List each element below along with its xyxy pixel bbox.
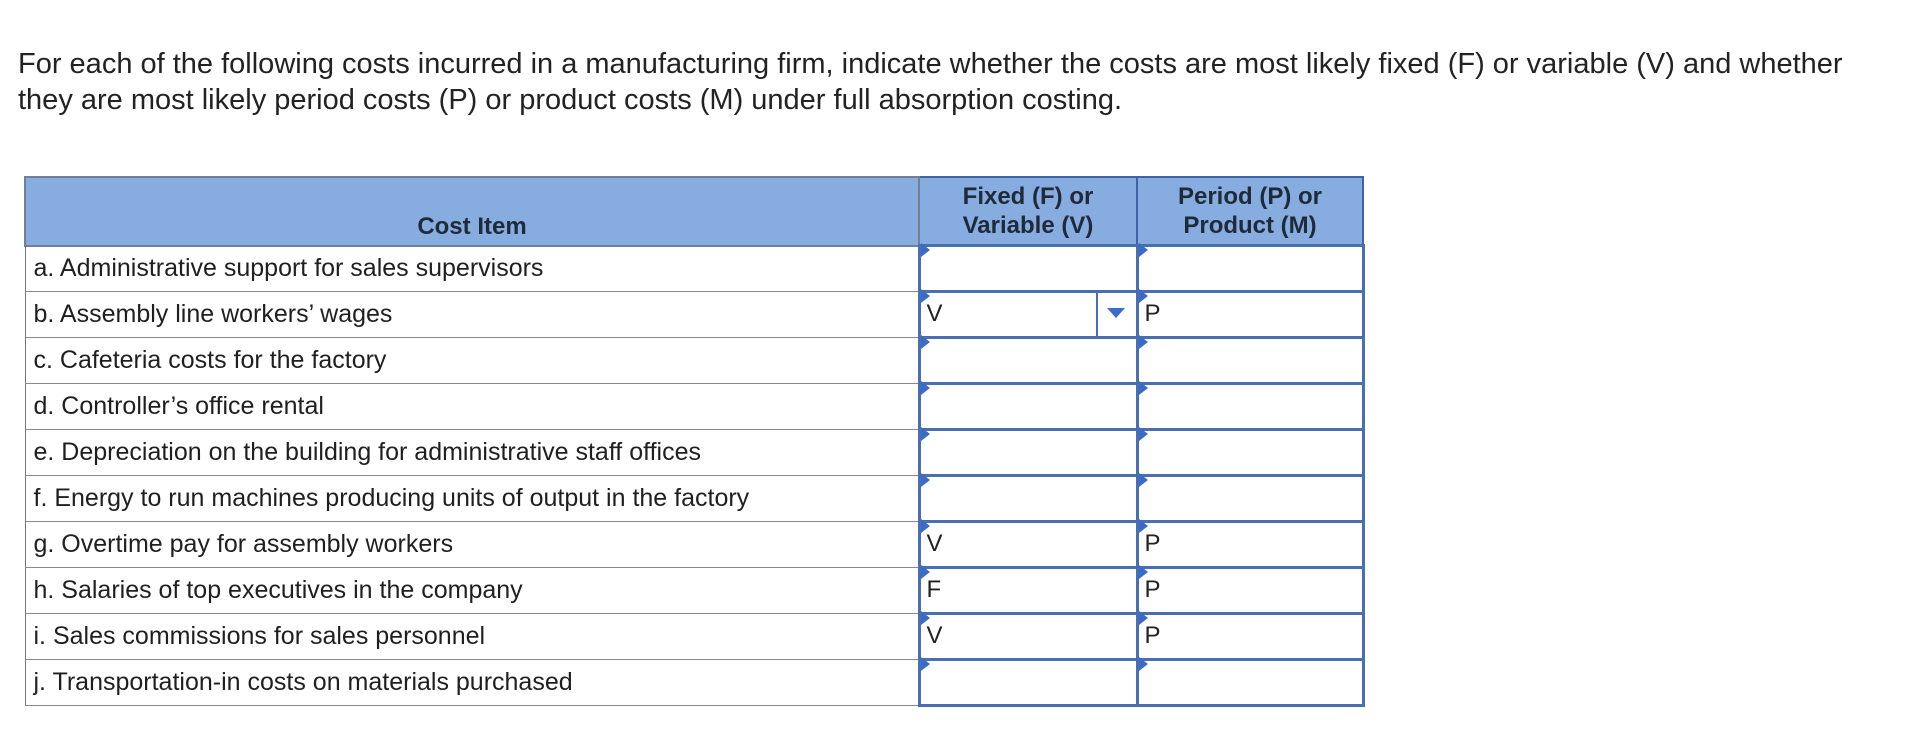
period-product-select[interactable]: P [1135,611,1365,661]
input-flag-icon [920,611,930,625]
input-flag-icon [1138,243,1148,257]
table-row: a. Administrative support for sales supe… [24,243,1365,293]
table-row: b. Assembly line workers’ wages V P [24,289,1365,339]
fixed-variable-header-line2: Variable (V) [962,212,1094,239]
select-value: P [1144,530,1161,557]
period-product-header: Period (P) or Product (M) [1136,176,1364,247]
cost-item-label: f. Energy to run machines producing unit… [24,475,920,522]
period-product-select[interactable]: P [1135,289,1365,339]
input-flag-icon [1138,473,1148,487]
period-product-select[interactable] [1135,473,1365,523]
period-product-select[interactable] [1135,335,1365,385]
select-value: P [1144,576,1161,603]
select-value: P [1144,300,1161,327]
table-row: d. Controller’s office rental [24,381,1365,431]
input-flag-icon [920,657,930,671]
fixed-variable-header-line1: Fixed (F) or [962,183,1094,210]
input-flag-icon [1138,565,1148,579]
dropdown-button[interactable] [1095,293,1136,336]
cost-item-label: h. Salaries of top executives in the com… [24,567,920,614]
period-product-select[interactable] [1135,657,1365,707]
period-product-select[interactable] [1135,381,1365,431]
period-product-header-line2: Product (M) [1183,212,1317,239]
fixed-variable-select[interactable] [917,335,1139,385]
fixed-variable-header: Fixed (F) or Variable (V) [918,176,1138,247]
cost-item-label: c. Cafeteria costs for the factory [24,337,920,384]
fixed-variable-select[interactable] [917,657,1139,707]
table-row: f. Energy to run machines producing unit… [24,473,1365,523]
fixed-variable-select[interactable]: V [917,289,1139,339]
period-product-select[interactable] [1135,427,1365,477]
table-row: j. Transportation-in costs on materials … [24,657,1365,707]
cost-item-label: b. Assembly line workers’ wages [24,291,920,338]
input-flag-icon [920,473,930,487]
period-product-select[interactable]: P [1135,519,1365,569]
question-prompt: For each of the following costs incurred… [18,48,1843,116]
chevron-down-icon [1106,308,1125,318]
input-flag-icon [920,335,930,349]
input-flag-icon [1138,289,1148,303]
fixed-variable-select[interactable]: F [917,565,1139,615]
input-flag-icon [1138,657,1148,671]
fixed-variable-select[interactable]: V [917,611,1139,661]
input-flag-icon [1138,519,1148,533]
input-flag-icon [920,243,930,257]
select-value: V [926,622,943,649]
cost-item-label: i. Sales commissions for sales personnel [24,613,920,660]
input-flag-icon [920,427,930,441]
fixed-variable-select[interactable] [917,427,1139,477]
table-row: c. Cafeteria costs for the factory [24,335,1365,385]
period-product-select[interactable]: P [1135,565,1365,615]
input-flag-icon [1138,427,1148,441]
input-flag-icon [920,289,930,303]
table-row: i. Sales commissions for sales personnel… [24,611,1365,661]
input-flag-icon [1138,611,1148,625]
select-value: V [926,300,943,327]
input-flag-icon [1138,335,1148,349]
table-header-row: Cost Item Fixed (F) or Variable (V) Peri… [24,176,1364,247]
cost-item-header: Cost Item [24,176,920,247]
fixed-variable-select[interactable] [917,381,1139,431]
input-flag-icon [920,381,930,395]
fixed-variable-select[interactable] [917,243,1139,293]
cost-item-label: d. Controller’s office rental [24,383,920,430]
select-value: V [926,530,943,557]
cost-item-label: g. Overtime pay for assembly workers [24,521,920,568]
fixed-variable-select[interactable] [917,473,1139,523]
input-flag-icon [920,565,930,579]
cost-item-label: j. Transportation-in costs on materials … [24,659,920,706]
table-row: h. Salaries of top executives in the com… [24,565,1365,615]
input-flag-icon [1138,381,1148,395]
table-row: g. Overtime pay for assembly workers V P [24,519,1365,569]
fixed-variable-select[interactable]: V [917,519,1139,569]
period-product-select[interactable] [1135,243,1365,293]
period-product-header-line1: Period (P) or [1177,183,1322,210]
cost-classification-table: Cost Item Fixed (F) or Variable (V) Peri… [24,176,1365,707]
select-value: F [926,576,942,603]
table-row: e. Depreciation on the building for admi… [24,427,1365,477]
cost-item-label: a. Administrative support for sales supe… [24,245,920,292]
input-flag-icon [920,519,930,533]
cost-item-label: e. Depreciation on the building for admi… [24,429,920,476]
select-value: P [1144,622,1161,649]
